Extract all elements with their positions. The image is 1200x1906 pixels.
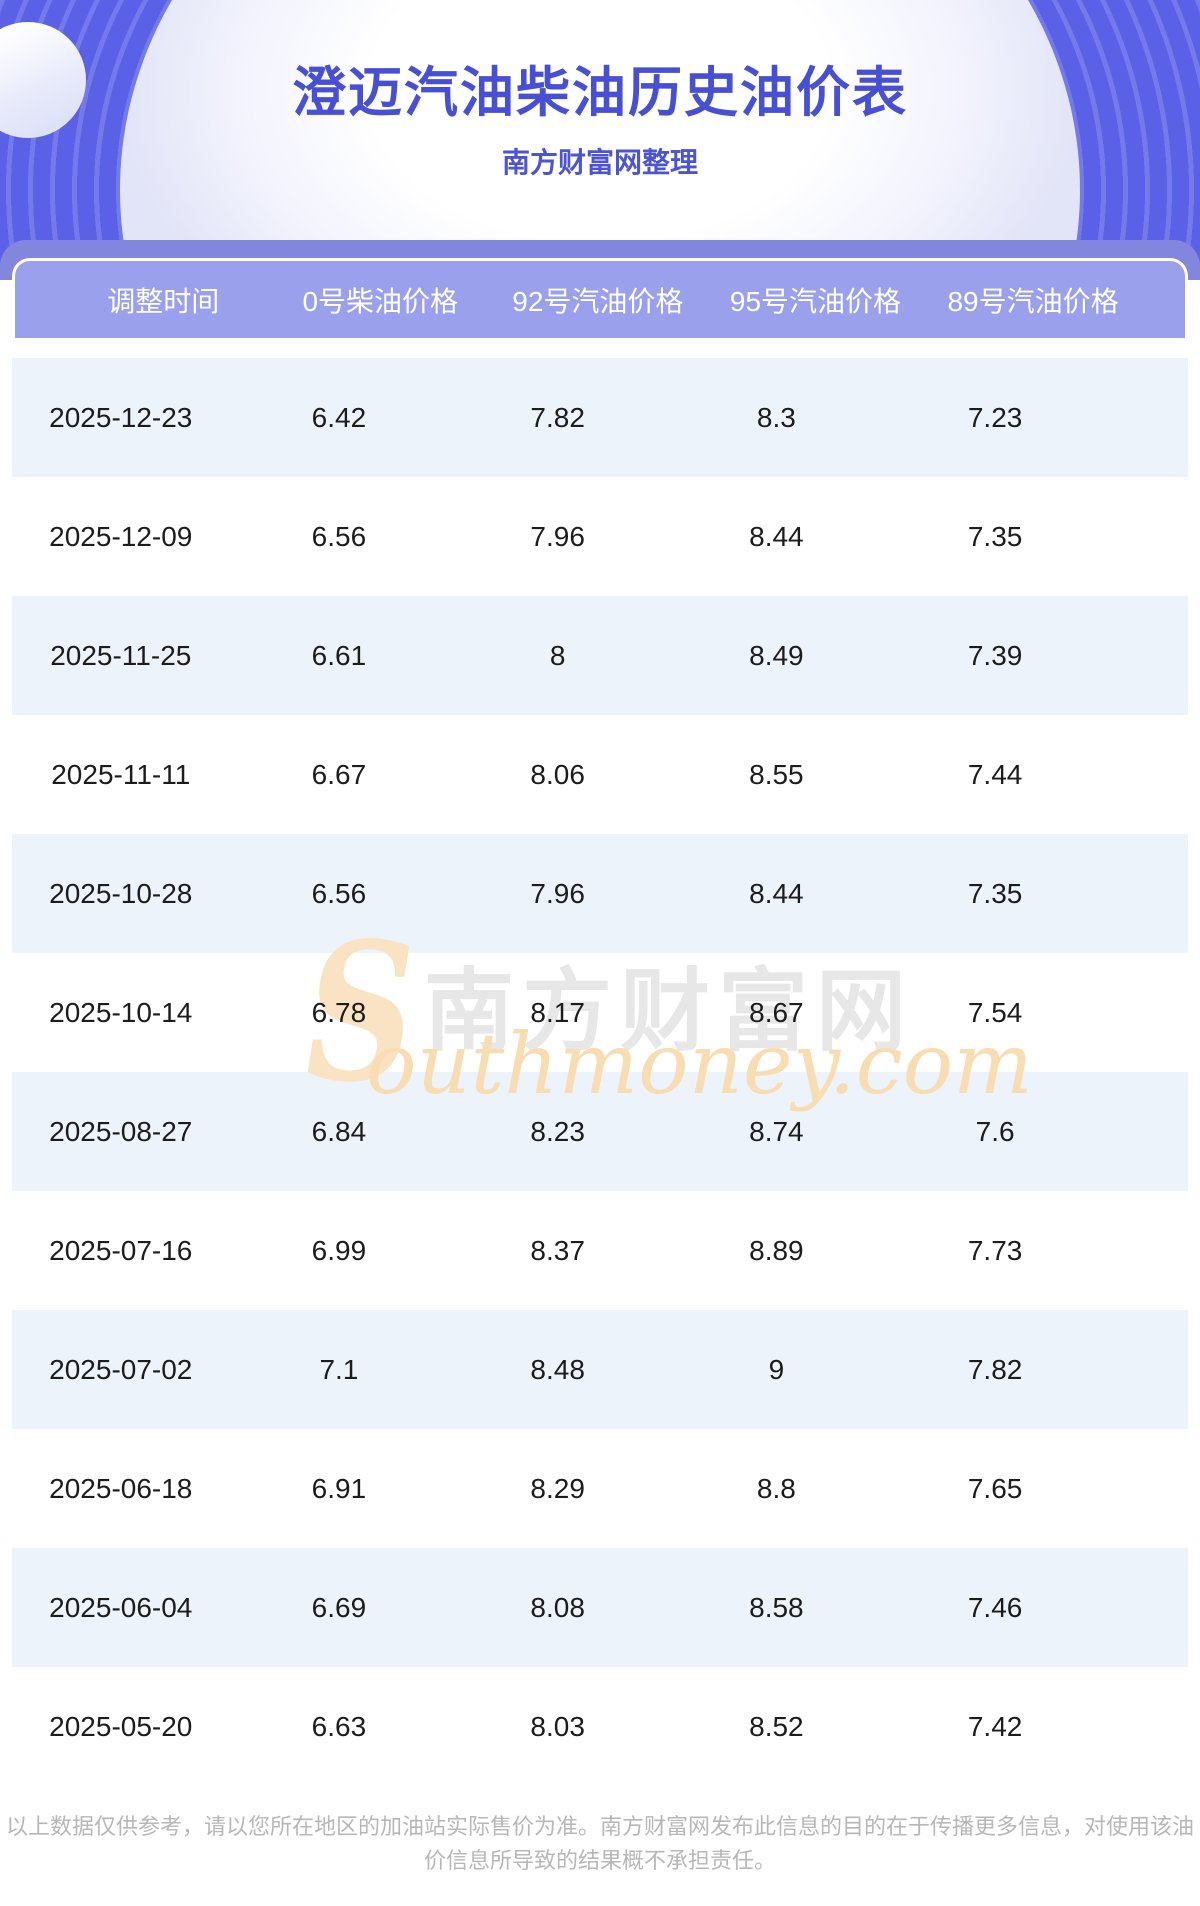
cell-adjust-date: 2025-06-18	[49, 1472, 193, 1504]
cell-price: 8.06	[530, 758, 585, 790]
cell-price: 7.96	[530, 877, 585, 909]
cell-price: 7.82	[967, 1353, 1023, 1385]
cell-price: 7.46	[967, 1591, 1023, 1623]
cell-price: 7.65	[967, 1472, 1023, 1504]
table-row: 2025-06-04 6.69 8.08 8.58 7.46	[12, 1548, 1188, 1667]
cell-price: 6.99	[311, 1234, 367, 1266]
table-row: 2025-07-16 6.99 8.37 8.89 7.73	[12, 1191, 1188, 1310]
cell-price: 8.23	[530, 1115, 585, 1147]
cell-price: 8.44	[749, 520, 804, 552]
table-row: 2025-12-09 6.56 7.96 8.44 7.35	[12, 477, 1188, 596]
cell-price: 8	[549, 639, 566, 671]
table-row: 2025-05-20 6.63 8.03 8.52 7.42	[12, 1667, 1188, 1786]
cell-adjust-date: 2025-07-16	[49, 1234, 193, 1266]
cell-price: 8.74	[749, 1115, 804, 1147]
column-header-gasoline-92: 92号汽油价格	[512, 285, 684, 317]
table-row: 2025-12-23 6.42 7.82 8.3 7.23	[12, 358, 1188, 477]
cell-price: 7.54	[967, 996, 1023, 1028]
table-row: 2025-11-11 6.67 8.06 8.55 7.44	[12, 715, 1188, 834]
cell-adjust-date: 2025-08-27	[49, 1115, 193, 1147]
hero-ellipse-decoration	[120, 0, 1080, 280]
cell-price: 8.03	[530, 1710, 585, 1742]
column-header-gasoline-95: 95号汽油价格	[729, 285, 902, 317]
cell-price: 8.52	[749, 1710, 804, 1742]
page-subtitle: 南方财富网整理	[501, 147, 698, 178]
cell-price: 7.82	[530, 401, 585, 433]
cell-price: 8.8	[756, 1472, 796, 1504]
cell-price: 6.56	[311, 520, 367, 552]
column-header-diesel-0: 0号柴油价格	[302, 285, 459, 317]
table-row: 2025-06-18 6.91 8.29 8.8 7.65	[12, 1429, 1188, 1548]
table-row: 2025-11-25 6.61 8 8.49 7.39	[12, 596, 1188, 715]
cell-adjust-date: 2025-11-11	[51, 758, 191, 790]
cell-price: 8.37	[530, 1234, 585, 1266]
cell-price: 8.55	[749, 758, 804, 790]
table-row: 2025-10-28 6.56 7.96 8.44 7.35	[12, 834, 1188, 953]
cell-price: 7.96	[530, 520, 585, 552]
cell-adjust-date: 2025-06-04	[49, 1591, 193, 1623]
cell-price: 6.84	[311, 1115, 367, 1147]
cell-price: 7.42	[967, 1710, 1023, 1742]
cell-adjust-date: 2025-07-02	[49, 1353, 193, 1385]
cell-price: 8.67	[749, 996, 804, 1028]
cell-adjust-date: 2025-12-23	[49, 401, 193, 433]
cell-price: 8.29	[530, 1472, 585, 1504]
cell-price: 7.39	[967, 639, 1023, 671]
cell-price: 8.08	[530, 1591, 585, 1623]
cell-price: 8.48	[530, 1353, 585, 1385]
cell-price: 6.56	[311, 877, 367, 909]
hero-banner: 澄迈汽油柴油历史油价表 南方财富网整理	[0, 0, 1200, 280]
column-header-adjust-time: 调整时间	[107, 285, 220, 317]
cell-price: 6.78	[311, 996, 367, 1028]
cell-adjust-date: 2025-10-28	[49, 877, 193, 909]
cell-price: 7.6	[975, 1115, 1015, 1147]
cell-price: 8.44	[749, 877, 804, 909]
cell-price: 9	[768, 1353, 785, 1385]
cell-adjust-date: 2025-12-09	[49, 520, 193, 552]
cell-price: 8.89	[749, 1234, 804, 1266]
column-header-gasoline-89: 89号汽油价格	[947, 285, 1119, 317]
cell-price: 8.17	[530, 996, 585, 1028]
cell-price: 7.44	[967, 758, 1023, 790]
cell-price: 7.35	[967, 520, 1023, 552]
cell-price: 8.58	[749, 1591, 804, 1623]
cell-price: 6.91	[311, 1472, 367, 1504]
page-title: 澄迈汽油柴油历史油价表	[292, 63, 908, 123]
cell-price: 6.67	[311, 758, 367, 790]
cell-adjust-date: 2025-10-14	[49, 996, 193, 1028]
cell-price: 7.35	[967, 877, 1023, 909]
cell-adjust-date: 2025-05-20	[49, 1710, 193, 1742]
price-table-body: 2025-12-23 6.42 7.82 8.3 7.23 2025-12-09 6.56 7…	[12, 358, 1188, 1786]
cell-price: 6.69	[311, 1591, 367, 1623]
cell-price: 6.63	[311, 1710, 367, 1742]
disclaimer-text: 以上数据仅供参考，请以您所在地区的加油站实际售价为准。南方财富网发布此信息的目的…	[5, 1814, 1194, 1873]
cell-price: 7.23	[967, 401, 1023, 433]
cell-adjust-date: 2025-11-25	[50, 639, 192, 671]
table-row: 2025-10-14 6.78 8.17 8.67 7.54	[12, 953, 1188, 1072]
table-row: 2025-08-27 6.84 8.23 8.74 7.6	[12, 1072, 1188, 1191]
table-row: 2025-07-02 7.1 8.48 9 7.82	[12, 1310, 1188, 1429]
cell-price: 7.73	[967, 1234, 1023, 1266]
cell-price: 6.42	[311, 401, 367, 433]
cell-price: 8.3	[756, 401, 796, 433]
cell-price: 7.1	[319, 1353, 359, 1385]
cell-price: 8.49	[749, 639, 804, 671]
cell-price: 6.61	[311, 639, 367, 671]
price-table-header: 调整时间 0号柴油价格 92号汽油价格 95号汽油价格 89号汽油价格	[12, 258, 1188, 338]
